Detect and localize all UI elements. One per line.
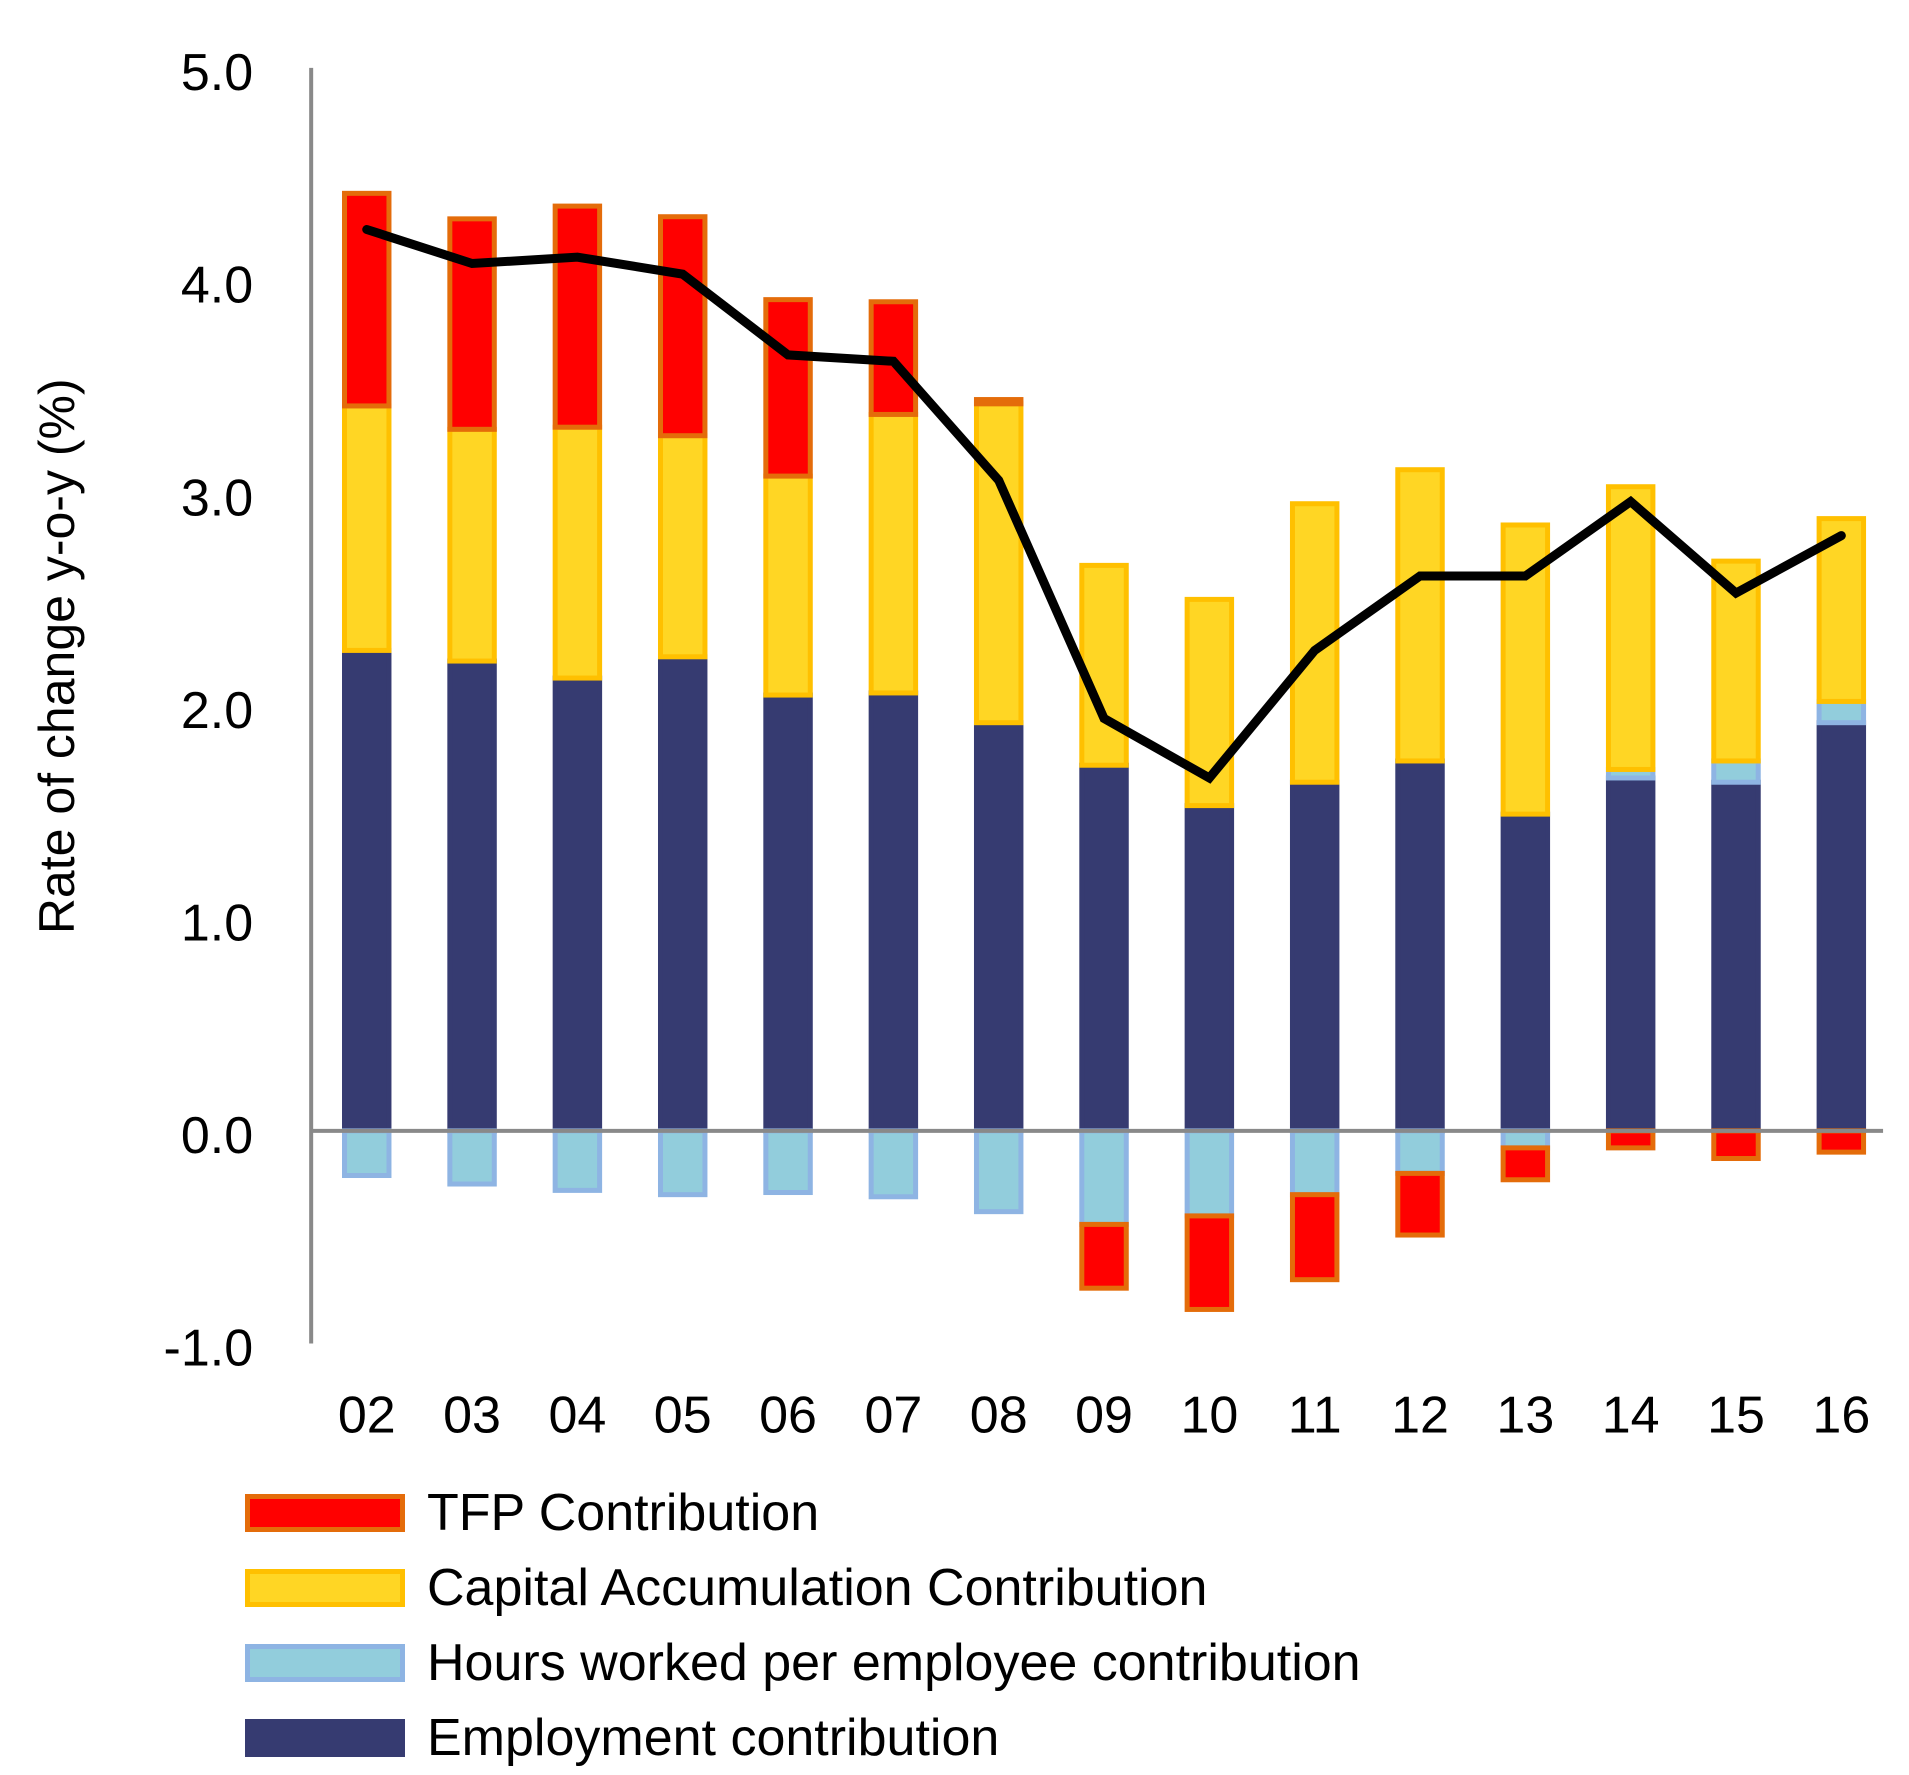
bar-tfp-contribution-13	[1500, 1145, 1551, 1183]
bar-tfp-contribution-03	[447, 216, 497, 432]
bars-group	[342, 190, 1867, 1312]
bar-tfp-contribution-05	[657, 214, 708, 439]
line-group	[362, 224, 1846, 784]
bar-tfp-contribution-06	[763, 297, 813, 479]
bar-hours-worked-per-employee-contribution-03	[447, 1128, 497, 1187]
bar-tfp-contribution-09	[1079, 1221, 1129, 1291]
bar-employment-contribution-06	[763, 692, 813, 1134]
legend-label: Hours worked per employee contribution	[427, 1633, 1361, 1692]
bar-hours-worked-per-employee-contribution-09	[1079, 1128, 1129, 1227]
bar-employment-contribution-03	[447, 658, 497, 1134]
bar-hours-worked-per-employee-contribution-06	[763, 1128, 813, 1196]
legend-item-capital: Capital Accumulation Contribution	[245, 1550, 1361, 1625]
x-tick-label: 11	[1288, 1386, 1342, 1444]
ticks-group: 5.0 4.0 3.0 2.0 1.0 0.0 -1.0 02 03 04 05 06 07 08 09 10…	[164, 44, 1871, 1444]
x-tick-label: 08	[970, 1386, 1028, 1444]
legend-item-hours: Hours worked per employee contribution	[245, 1625, 1361, 1700]
bar-employment-contribution-09	[1079, 762, 1129, 1134]
y-tick-label: 0.0	[181, 1107, 253, 1165]
bar-capital-accumulation-contribution-12	[1395, 467, 1445, 764]
legend-swatch-capital	[245, 1568, 405, 1607]
bar-hours-worked-per-employee-contribution-15	[1711, 758, 1761, 785]
bar-employment-contribution-13	[1500, 811, 1551, 1134]
bar-employment-contribution-11	[1289, 779, 1340, 1134]
x-tick-label: 07	[864, 1386, 922, 1444]
bar-employment-contribution-12	[1395, 758, 1445, 1134]
bar-employment-contribution-02	[342, 647, 392, 1134]
x-tick-label: 06	[759, 1386, 817, 1444]
bar-tfp-contribution-11	[1289, 1192, 1340, 1283]
chart: 5.0 4.0 3.0 2.0 1.0 0.0 -1.0 02 03 04 05 06 07 08 09 10…	[29, 44, 1884, 1444]
bar-tfp-contribution-08	[973, 397, 1024, 407]
legend-swatch-hours	[245, 1643, 405, 1682]
legend-label: Capital Accumulation Contribution	[427, 1558, 1208, 1617]
x-tick-label: 13	[1496, 1386, 1554, 1444]
bar-employment-contribution-08	[973, 720, 1024, 1134]
legend-swatch-tfp	[245, 1493, 405, 1532]
x-tick-label: 10	[1180, 1386, 1238, 1444]
bar-employment-contribution-07	[868, 690, 919, 1134]
bar-employment-contribution-14	[1605, 775, 1656, 1134]
legend: TFP Contribution Capital Accumulation Co…	[245, 1475, 1361, 1775]
bar-hours-worked-per-employee-contribution-13	[1500, 1128, 1551, 1151]
bar-tfp-contribution-12	[1395, 1170, 1445, 1238]
y-tick-label: 4.0	[181, 257, 253, 315]
legend-label: TFP Contribution	[427, 1483, 820, 1542]
y-tick-label: 5.0	[181, 44, 253, 102]
y-axis-label: Rate of change y-o-y (%)	[29, 378, 85, 934]
legend-label: Employment contribution	[427, 1708, 1000, 1767]
bar-employment-contribution-10	[1184, 803, 1235, 1134]
x-tick-label: 12	[1391, 1386, 1449, 1444]
bar-tfp-contribution-04	[552, 203, 603, 430]
bar-capital-accumulation-contribution-04	[552, 424, 603, 681]
bar-capital-accumulation-contribution-16	[1816, 516, 1867, 704]
axes-group	[309, 67, 1884, 1344]
bar-hours-worked-per-employee-contribution-12	[1395, 1128, 1445, 1176]
bar-hours-worked-per-employee-contribution-02	[342, 1128, 392, 1179]
bar-hours-worked-per-employee-contribution-07	[868, 1128, 919, 1200]
x-tick-label: 14	[1602, 1386, 1660, 1444]
bar-hours-worked-per-employee-contribution-08	[973, 1128, 1024, 1215]
y-tick-label: 2.0	[181, 682, 253, 740]
bar-capital-accumulation-contribution-10	[1184, 596, 1235, 809]
bar-hours-worked-per-employee-contribution-05	[657, 1128, 708, 1198]
bar-capital-accumulation-contribution-05	[657, 433, 708, 660]
bar-employment-contribution-05	[657, 654, 708, 1134]
bar-employment-contribution-15	[1711, 779, 1761, 1134]
bar-hours-worked-per-employee-contribution-10	[1184, 1128, 1235, 1219]
x-tick-label: 02	[338, 1386, 396, 1444]
bar-employment-contribution-16	[1816, 720, 1867, 1134]
y-tick-label: 3.0	[181, 469, 253, 527]
x-tick-label: 05	[654, 1386, 712, 1444]
bar-employment-contribution-04	[552, 675, 603, 1134]
bar-hours-worked-per-employee-contribution-11	[1289, 1128, 1340, 1198]
bar-capital-accumulation-contribution-08	[973, 401, 1024, 726]
bar-capital-accumulation-contribution-06	[763, 473, 813, 698]
x-tick-label: 03	[443, 1386, 501, 1444]
x-tick-label: 04	[548, 1386, 606, 1444]
legend-swatch-employment	[245, 1718, 405, 1757]
y-tick-label: -1.0	[164, 1320, 254, 1378]
bar-hours-worked-per-employee-contribution-16	[1816, 698, 1867, 726]
y-tick-label: 1.0	[181, 895, 253, 953]
bar-capital-accumulation-contribution-07	[868, 411, 919, 696]
bar-tfp-contribution-14	[1605, 1128, 1656, 1151]
bar-capital-accumulation-contribution-03	[447, 426, 497, 664]
bar-tfp-contribution-15	[1711, 1128, 1761, 1162]
bar-capital-accumulation-contribution-14	[1605, 484, 1656, 772]
bar-tfp-contribution-16	[1816, 1128, 1867, 1155]
bar-capital-accumulation-contribution-09	[1079, 562, 1129, 768]
legend-item-employment: Employment contribution	[245, 1700, 1361, 1775]
bar-capital-accumulation-contribution-02	[342, 403, 392, 653]
x-tick-label: 09	[1075, 1386, 1133, 1444]
line-gdp-growth	[362, 224, 1846, 784]
legend-item-tfp: TFP Contribution	[245, 1475, 1361, 1550]
bar-hours-worked-per-employee-contribution-04	[552, 1128, 603, 1193]
x-tick-label: 16	[1812, 1386, 1870, 1444]
bar-tfp-contribution-10	[1184, 1213, 1235, 1312]
x-tick-label: 15	[1707, 1386, 1765, 1444]
